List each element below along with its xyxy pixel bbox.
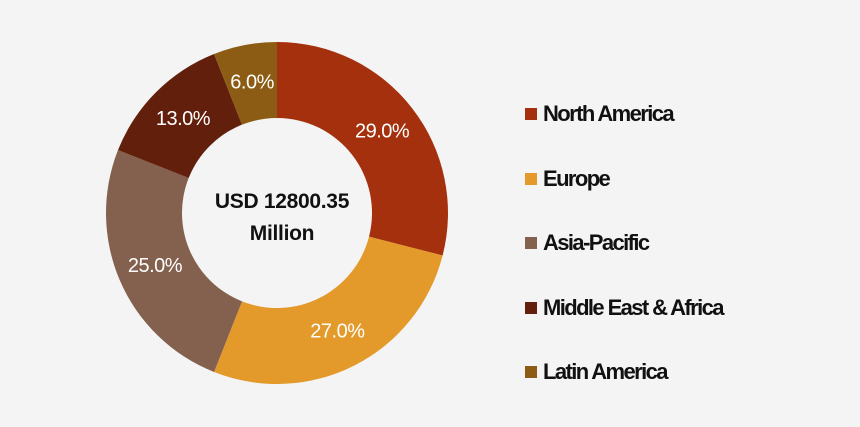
slice-value-label: 6.0%	[230, 71, 274, 93]
slice-latin-america	[214, 42, 277, 125]
slice-value-label: 25.0%	[128, 255, 183, 277]
legend-label: Middle East & Africa	[543, 294, 725, 320]
legend-label: Europe	[543, 165, 611, 191]
legend-swatch	[525, 108, 537, 121]
donut-center-label: USD 12800.35 Million	[177, 186, 387, 250]
legend: North America Europe Asia-Pacific Middle…	[525, 82, 725, 405]
legend-label: Latin America	[543, 359, 668, 385]
legend-item-latin-america: Latin America	[525, 340, 723, 405]
legend-label: Asia-Pacific	[543, 230, 650, 256]
slice-value-label: 13.0%	[156, 108, 211, 130]
slice-value-label: 29.0%	[355, 120, 410, 142]
legend-item-asia-pacific: Asia-Pacific	[525, 211, 723, 276]
slice-middle-east-africa	[118, 54, 243, 179]
slice-asia-pacific	[106, 150, 243, 372]
slice-europe	[214, 236, 443, 384]
center-label-line-2: Million	[249, 222, 315, 245]
legend-swatch	[525, 366, 537, 379]
legend-swatch	[525, 237, 537, 250]
legend-item-middle-east-africa: Middle East & Africa	[525, 276, 725, 341]
slice-value-label: 27.0%	[310, 321, 365, 343]
slice-north-america	[277, 42, 448, 256]
legend-item-north-america: North America	[525, 82, 723, 147]
legend-item-europe: Europe	[525, 147, 723, 212]
legend-swatch	[525, 172, 537, 185]
legend-swatch	[525, 301, 537, 314]
legend-label: North America	[543, 101, 675, 127]
center-label-line-1: USD 12800.35	[214, 190, 350, 213]
